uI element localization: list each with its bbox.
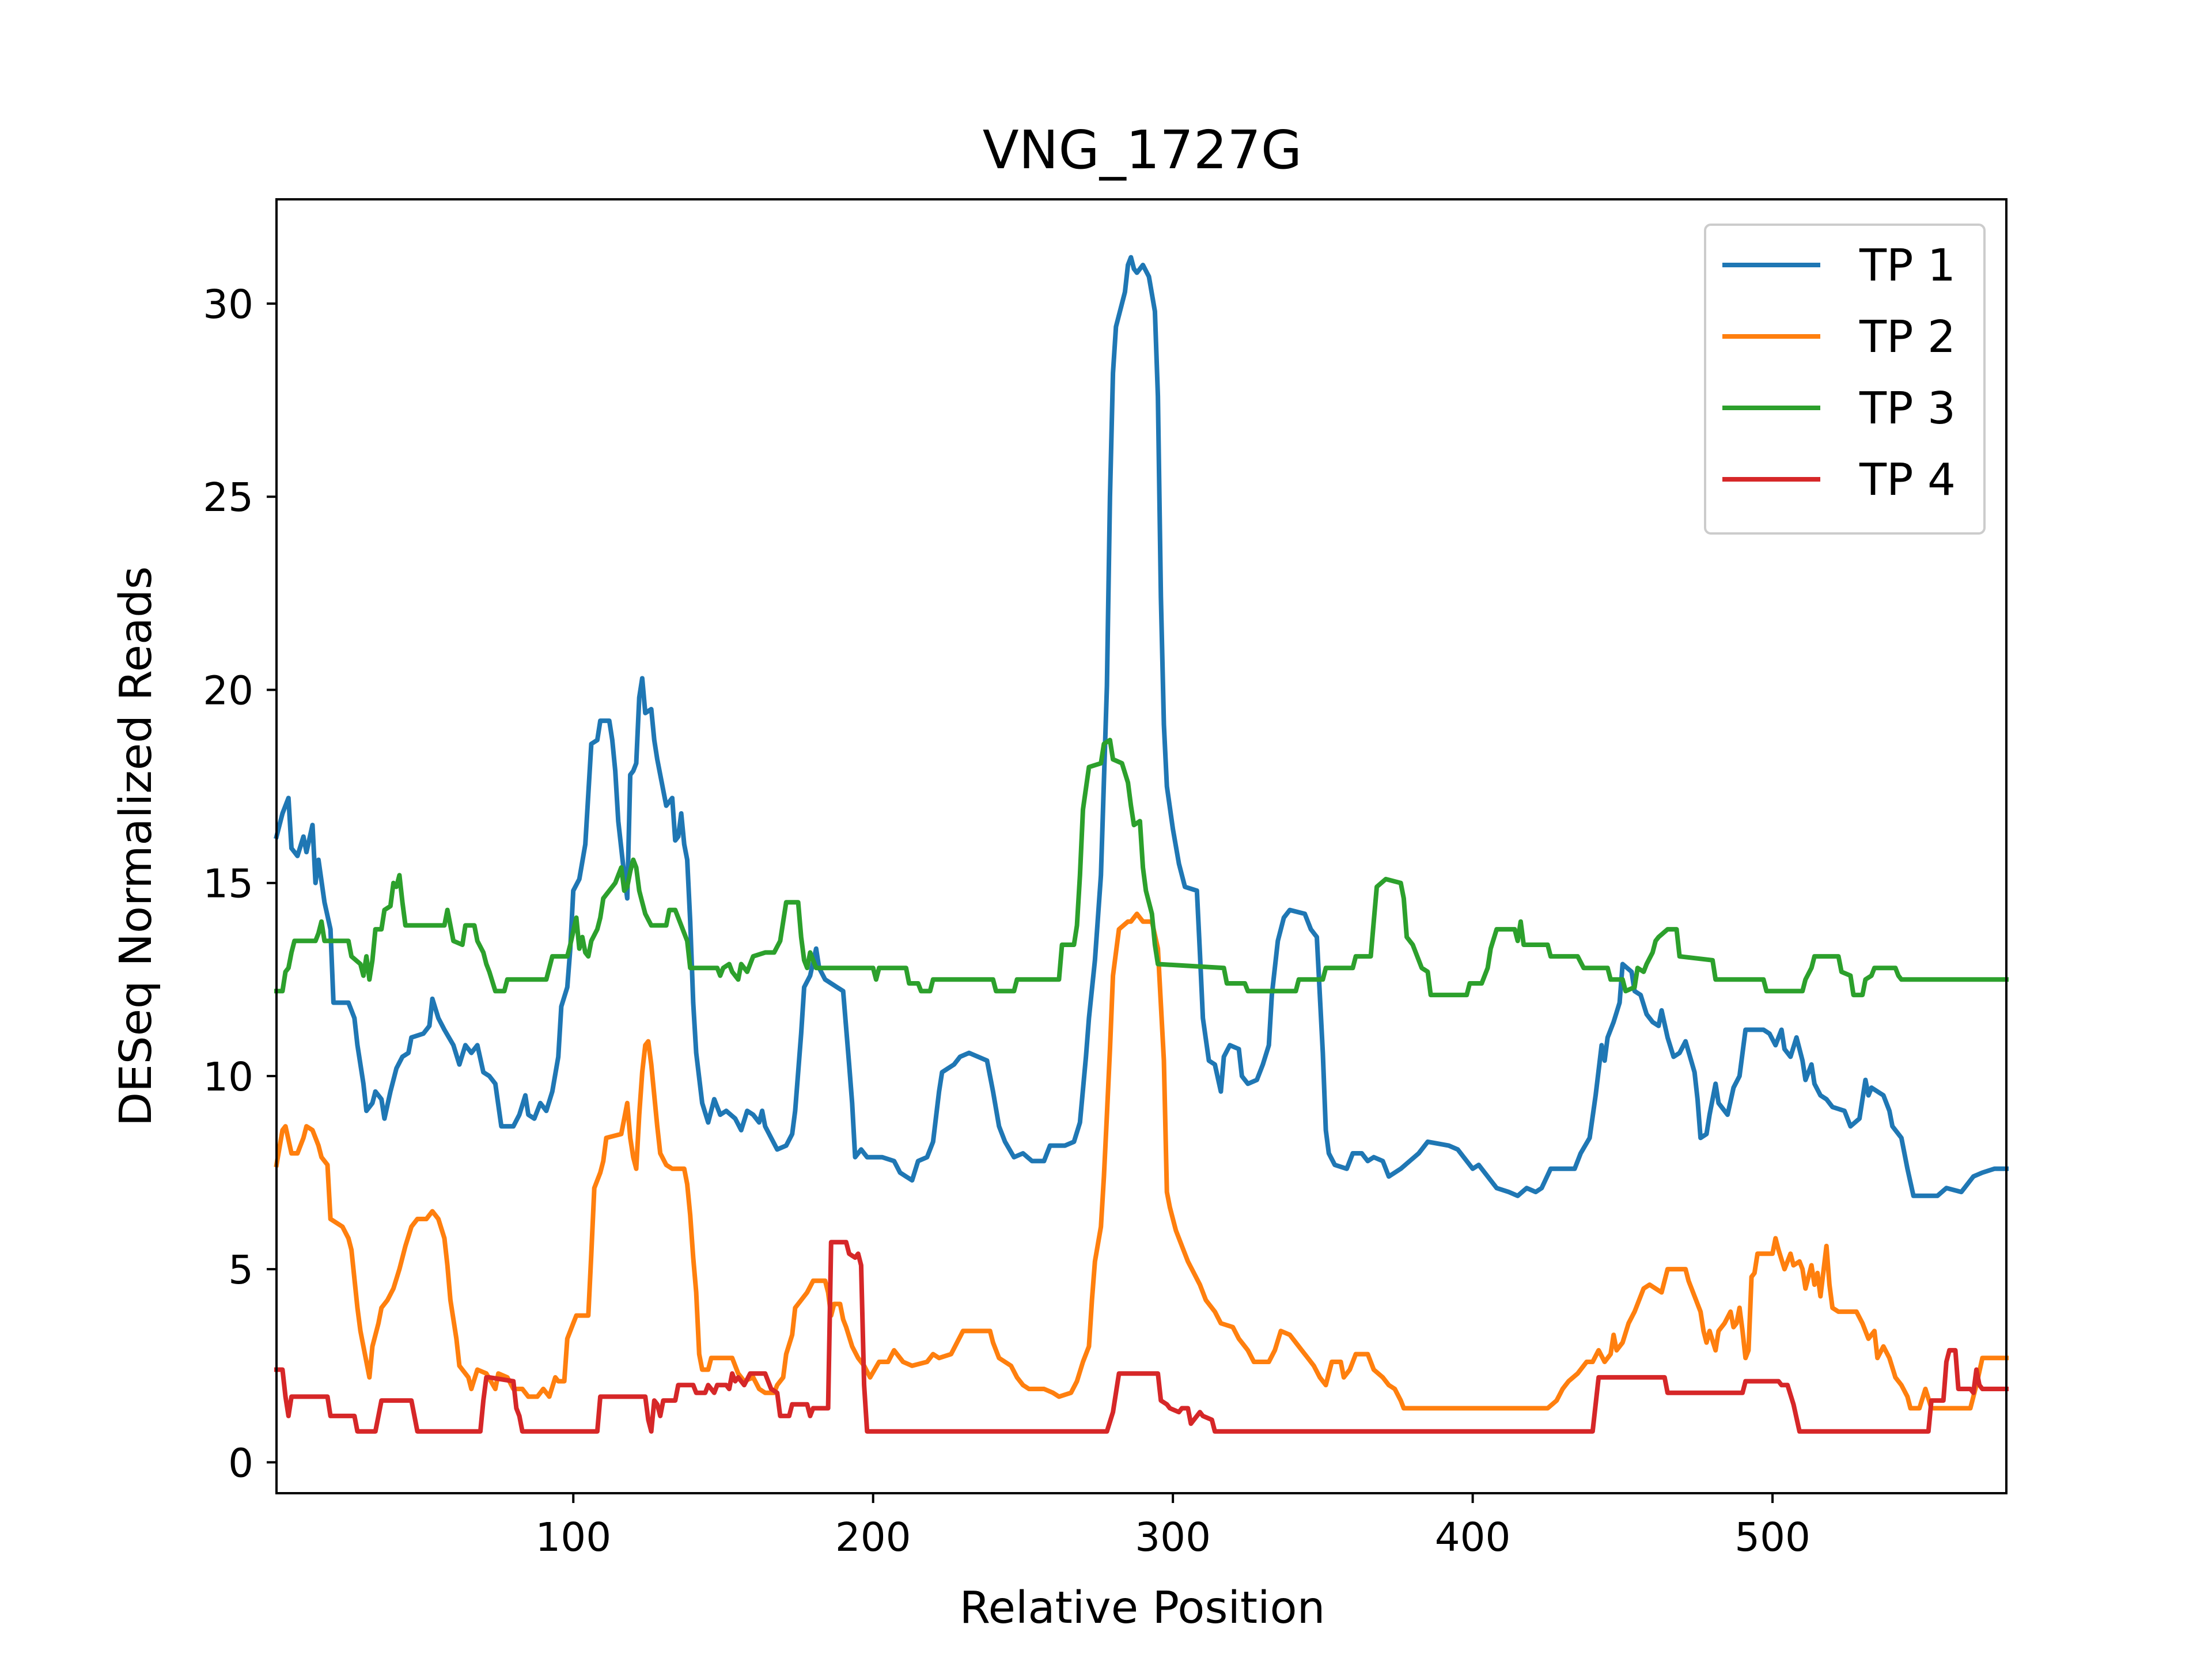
y-tick-label: 10 bbox=[203, 1054, 253, 1100]
legend-label-tp-1: TP 1 bbox=[1859, 240, 1956, 291]
y-axis: 0 5 10 15 20 25 30 bbox=[203, 282, 276, 1486]
x-axis: 100 200 300 400 500 bbox=[535, 1493, 1810, 1561]
chart-title: VNG_1727G bbox=[983, 119, 1302, 181]
y-tick-label: 20 bbox=[203, 668, 253, 714]
series-layer bbox=[274, 255, 2009, 1434]
x-tick-label: 100 bbox=[535, 1515, 611, 1561]
x-tick-label: 300 bbox=[1135, 1515, 1211, 1561]
series-line-tp-4 bbox=[274, 1240, 2009, 1434]
plot-frame bbox=[275, 198, 2008, 1494]
x-axis-label: Relative Position bbox=[960, 1583, 1325, 1634]
y-tick-label: 25 bbox=[203, 475, 253, 521]
legend-label-tp-4: TP 4 bbox=[1859, 455, 1956, 506]
legend-label-tp-2: TP 2 bbox=[1859, 312, 1956, 363]
y-axis-label: DESeq Normalized Reads bbox=[111, 566, 162, 1126]
legend: TP 1 TP 2 TP 3 TP 4 bbox=[1704, 224, 1986, 535]
y-tick-label: 5 bbox=[228, 1247, 253, 1293]
series-line-tp-3 bbox=[274, 737, 2009, 998]
x-tick-label: 400 bbox=[1435, 1515, 1511, 1561]
y-tick-label: 0 bbox=[228, 1440, 253, 1486]
x-tick-label: 500 bbox=[1734, 1515, 1810, 1561]
series-line-tp-1 bbox=[274, 255, 2009, 1198]
legend-label-tp-3: TP 3 bbox=[1859, 383, 1956, 434]
x-tick-label: 200 bbox=[835, 1515, 911, 1561]
y-tick-label: 15 bbox=[203, 861, 253, 907]
legend-box bbox=[1704, 224, 1986, 535]
series-line-tp-2 bbox=[274, 911, 2009, 1411]
y-tick-label: 30 bbox=[203, 282, 253, 328]
